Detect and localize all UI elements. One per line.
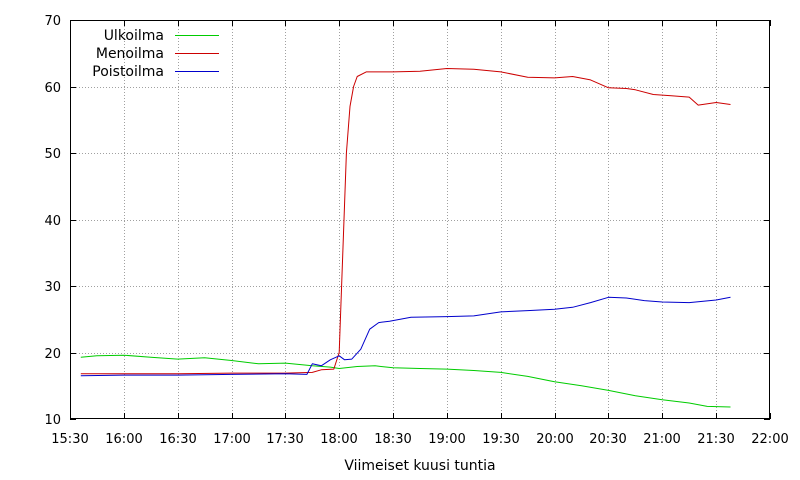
y-tick-label: 70 (44, 14, 61, 29)
x-tick-label: 20:00 (536, 432, 573, 447)
y-tick-label: 20 (44, 347, 61, 362)
x-tick-label: 17:00 (213, 432, 250, 447)
x-tick-label: 20:30 (589, 432, 626, 447)
x-tick-label: 22:00 (751, 432, 788, 447)
y-tick-label: 30 (44, 280, 61, 295)
legend-label-ulkoilma: Ulkoilma (104, 28, 164, 44)
x-tick-label: 16:00 (105, 432, 142, 447)
x-tick-label: 18:00 (320, 432, 357, 447)
x-tick-label: 19:00 (428, 432, 465, 447)
y-tick-label: 50 (44, 147, 61, 162)
x-tick-label: 19:30 (482, 432, 519, 447)
series-lines (80, 68, 731, 408)
x-tick-label: 18:30 (374, 432, 411, 447)
grid-lines (70, 20, 770, 419)
y-axis-tick-labels: 10 20 30 40 50 60 70 (44, 14, 61, 428)
series-line-ulkoilma (80, 354, 731, 408)
series-line-poistoilma (80, 296, 731, 377)
legend-label-poistoilma: Poistoilma (92, 64, 164, 80)
x-tick-label: 21:30 (697, 432, 734, 447)
series-line-menoilma (80, 68, 731, 375)
y-tick-label: 60 (44, 81, 61, 96)
legend-label-menoilma: Menoilma (96, 46, 164, 62)
x-tick-label: 21:00 (643, 432, 680, 447)
x-tick-label: 15:30 (51, 432, 88, 447)
y-tick-label: 40 (44, 214, 61, 229)
y-tick-label: 10 (44, 413, 61, 428)
x-tick-label: 17:30 (266, 432, 303, 447)
legend: Ulkoilma Menoilma Poistoilma (92, 28, 219, 80)
x-axis-tick-labels: 15:30 16:00 16:30 17:00 17:30 18:00 18:30 19:00… (51, 432, 788, 447)
x-axis-label: Viimeiset kuusi tuntia (344, 458, 495, 474)
plot-border (70, 20, 770, 419)
axis-ticks (70, 20, 771, 420)
x-tick-label: 16:30 (159, 432, 196, 447)
